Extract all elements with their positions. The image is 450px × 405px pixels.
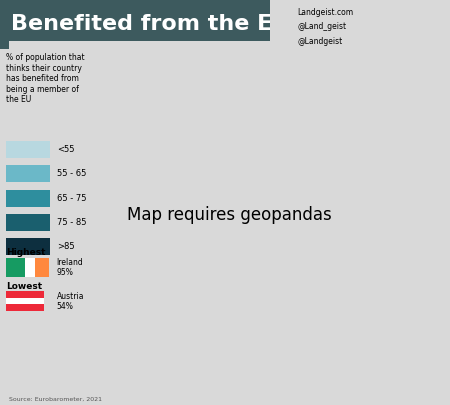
FancyBboxPatch shape [6, 214, 50, 231]
Text: Benefited from the EU?: Benefited from the EU? [11, 14, 303, 34]
Text: Map requires geopandas: Map requires geopandas [127, 206, 332, 224]
FancyBboxPatch shape [6, 165, 50, 182]
Text: Ireland
95%: Ireland 95% [57, 258, 83, 277]
Text: 75 - 85: 75 - 85 [57, 218, 86, 227]
Text: @Landgeist: @Landgeist [297, 37, 342, 46]
Text: <55: <55 [57, 145, 74, 154]
FancyBboxPatch shape [6, 291, 44, 298]
Text: @Land_geist: @Land_geist [297, 22, 346, 31]
FancyBboxPatch shape [6, 305, 44, 311]
Text: 65 - 75: 65 - 75 [57, 194, 86, 202]
FancyBboxPatch shape [6, 190, 50, 207]
Text: Source: Eurobarometer, 2021: Source: Eurobarometer, 2021 [9, 397, 102, 402]
FancyBboxPatch shape [6, 298, 44, 305]
FancyBboxPatch shape [6, 141, 50, 158]
Text: 55 - 65: 55 - 65 [57, 169, 86, 178]
Text: Landgeist.com: Landgeist.com [297, 8, 353, 17]
Text: % of population that
thinks their country
has benefited from
being a member of
t: % of population that thinks their countr… [6, 53, 85, 104]
Text: Austria
54%: Austria 54% [57, 292, 84, 311]
FancyBboxPatch shape [6, 258, 25, 277]
Text: Lowest: Lowest [6, 282, 42, 291]
Text: Highest: Highest [6, 248, 46, 257]
FancyBboxPatch shape [35, 258, 49, 277]
FancyBboxPatch shape [25, 258, 35, 277]
FancyBboxPatch shape [6, 238, 50, 255]
Text: >85: >85 [57, 242, 74, 251]
